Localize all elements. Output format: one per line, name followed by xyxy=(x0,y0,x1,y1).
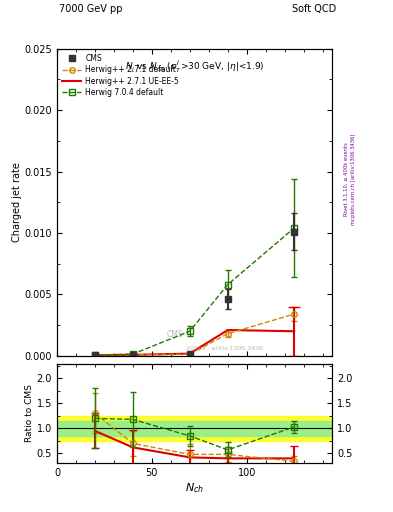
Text: mcplots.cern.ch [arXiv:1306.3436]: mcplots.cern.ch [arXiv:1306.3436] xyxy=(351,134,356,225)
Bar xyxy=(57,421,332,436)
Y-axis label: Charged jet rate: Charged jet rate xyxy=(12,162,22,242)
Text: $N_j$ vs $N_{ch}$ ($p_T^j$>30 GeV, $|\eta|$<1.9): $N_j$ vs $N_{ch}$ ($p_T^j$>30 GeV, $|\et… xyxy=(125,58,264,74)
Text: Soft QCD: Soft QCD xyxy=(292,4,336,14)
Legend: CMS, Herwig++ 2.7.1 default, Herwig++ 2.7.1 UE-EE-5, Herwig 7.0.4 default: CMS, Herwig++ 2.7.1 default, Herwig++ 2.… xyxy=(59,51,182,100)
X-axis label: $N_{ch}$: $N_{ch}$ xyxy=(185,481,204,495)
Text: Rivet 3.1.10, ≥ 400k events: Rivet 3.1.10, ≥ 400k events xyxy=(344,142,349,216)
Y-axis label: Ratio to CMS: Ratio to CMS xyxy=(25,385,34,442)
Text: CMS: CMS xyxy=(167,330,184,339)
Text: 7000 GeV pp: 7000 GeV pp xyxy=(59,4,123,14)
Bar xyxy=(57,416,332,441)
Text: 2011a · arXiv:1306.3436: 2011a · arXiv:1306.3436 xyxy=(186,346,263,351)
